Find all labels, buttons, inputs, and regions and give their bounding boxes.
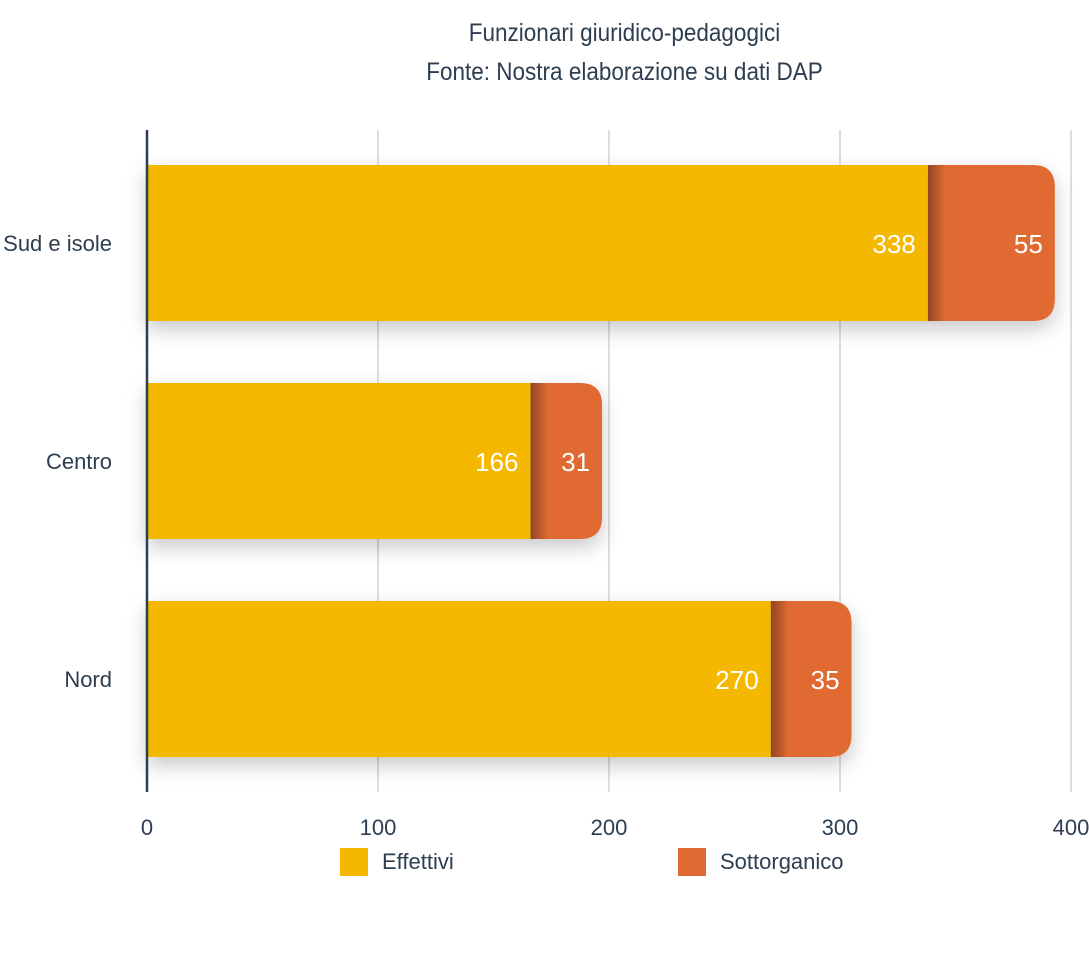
legend-swatch-sottorganico <box>678 848 706 876</box>
legend-label-sottorganico: Sottorganico <box>720 849 844 874</box>
data-label-effettivi: 166 <box>475 447 518 477</box>
x-tick-label: 100 <box>360 815 397 840</box>
bar-segment-shadow <box>770 601 789 757</box>
x-tick-label: 0 <box>141 815 153 840</box>
bar-group <box>147 601 852 757</box>
legend-swatch-effettivi <box>340 848 368 876</box>
data-label-sottorganico: 35 <box>811 665 840 695</box>
bar-group <box>147 165 1055 321</box>
bar-segment-shadow <box>530 383 549 539</box>
x-tick-label: 400 <box>1053 815 1089 840</box>
chart-subtitle: Fonte: Nostra elaborazione su dati DAP <box>426 58 823 86</box>
chart-title: Funzionari giuridico-pedagogici <box>468 19 781 47</box>
bar-effettivi <box>147 165 928 321</box>
y-category-label: Sud e isole <box>3 231 112 256</box>
data-label-sottorganico: 31 <box>561 447 590 477</box>
bar-segment-shadow <box>927 165 946 321</box>
y-category-label: Centro <box>46 449 112 474</box>
data-label-sottorganico: 55 <box>1014 229 1043 259</box>
x-tick-label: 200 <box>591 815 628 840</box>
axes: 0 100 200 300 400 Sud e isole Centro Nord <box>3 130 1089 840</box>
data-label-effettivi: 270 <box>715 665 758 695</box>
bar-effettivi <box>147 601 771 757</box>
bars: 338 55 166 31 270 35 <box>147 165 1055 757</box>
bar-effettivi <box>147 383 531 539</box>
chart-title-block: Funzionari giuridico-pedagogici Fonte: N… <box>160 14 1089 92</box>
bar-sottorganico <box>927 165 1055 321</box>
legend-item-sottorganico: Sottorganico <box>678 848 844 876</box>
legend-label-effettivi: Effettivi <box>382 849 454 874</box>
bar-group <box>147 383 603 539</box>
legend: Effettivi Sottorganico <box>0 848 1089 888</box>
x-tick-label: 300 <box>822 815 859 840</box>
data-label-effettivi: 338 <box>872 229 915 259</box>
legend-item-effettivi: Effettivi <box>340 848 454 876</box>
y-category-label: Nord <box>64 667 112 692</box>
bar-sottorganico <box>770 601 852 757</box>
